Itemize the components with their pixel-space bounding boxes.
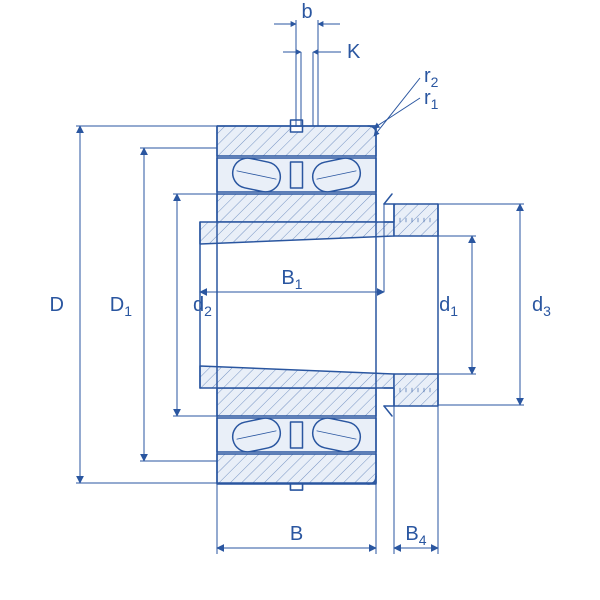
bearing-diagram: DD1d2d1d3BB4B1bKr1r2 xyxy=(0,0,600,600)
label-D: D xyxy=(50,294,64,316)
label-b: b xyxy=(301,1,312,23)
label-B: B xyxy=(290,523,303,545)
label-K: K xyxy=(347,41,361,63)
